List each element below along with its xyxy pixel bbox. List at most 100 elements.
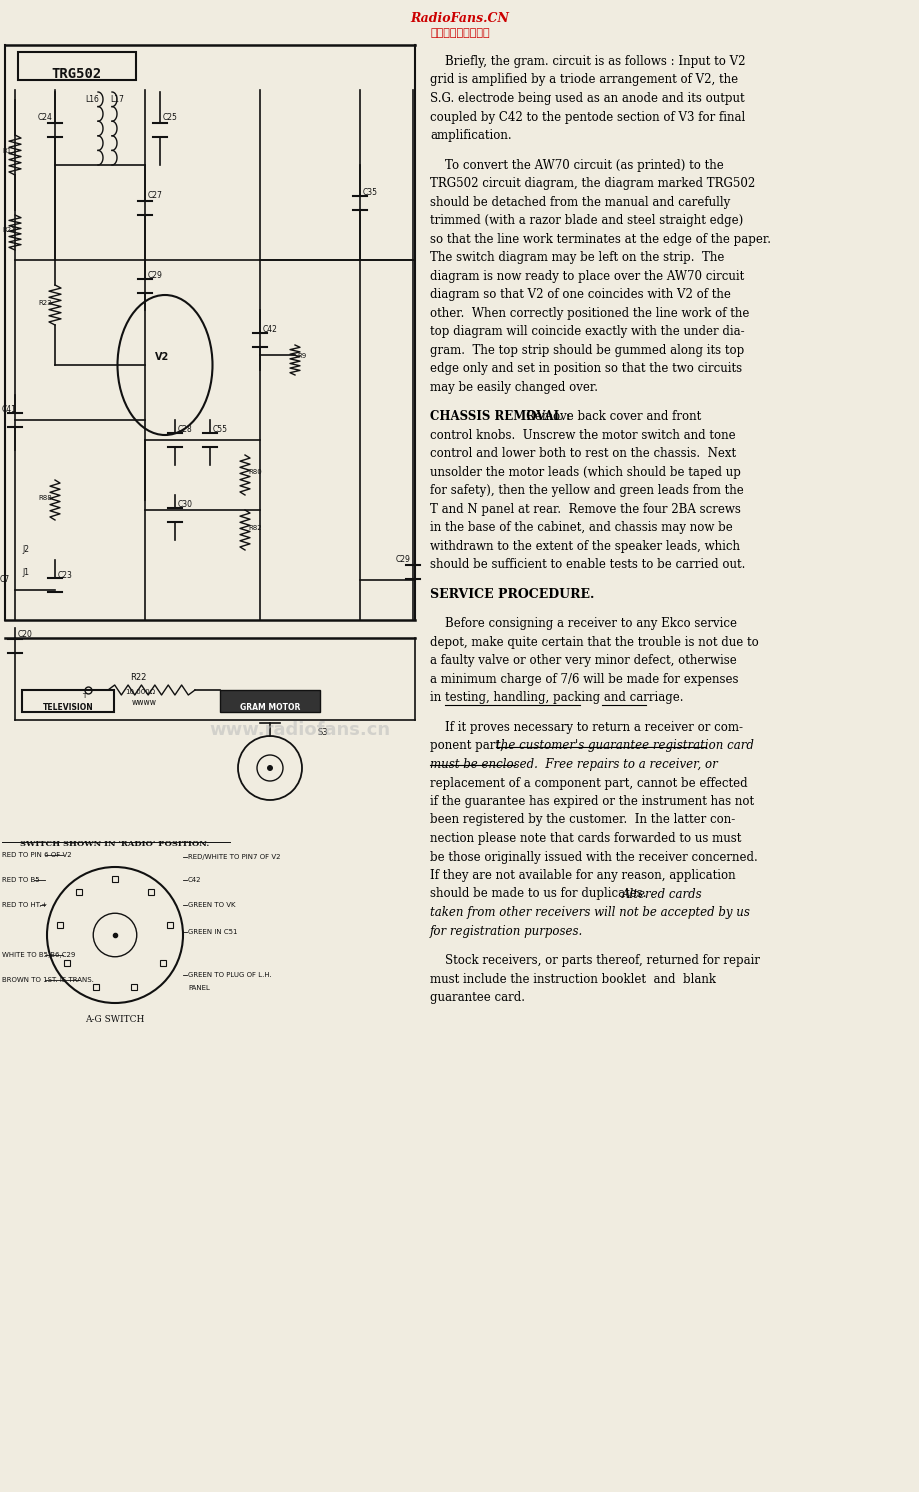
Text: must be enclosed.  Free repairs to a receiver, or: must be enclosed. Free repairs to a rece… [429, 758, 717, 771]
Text: R80: R80 [248, 468, 262, 474]
Text: TELEVISION: TELEVISION [42, 703, 93, 712]
Text: been registered by the customer.  In the latter con-: been registered by the customer. In the … [429, 813, 734, 827]
Text: 收音机爱好者资料库: 收音机爱好者资料库 [430, 28, 489, 37]
Text: The switch diagram may be left on the strip.  The: The switch diagram may be left on the st… [429, 251, 723, 264]
Text: V2: V2 [154, 352, 169, 363]
Text: A-G SWITCH: A-G SWITCH [85, 1015, 144, 1024]
Text: should be sufficient to enable tests to be carried out.: should be sufficient to enable tests to … [429, 558, 744, 571]
Text: Before consigning a receiver to any Ekco service: Before consigning a receiver to any Ekco… [445, 618, 736, 631]
Text: RED TO HT.+: RED TO HT.+ [2, 903, 47, 909]
Text: Briefly, the gram. circuit is as follows : Input to V2: Briefly, the gram. circuit is as follows… [445, 55, 744, 69]
Text: RED TO B5: RED TO B5 [2, 877, 40, 883]
Bar [220, 689, 320, 712]
Text: may be easily changed over.: may be easily changed over. [429, 380, 597, 394]
Text: grid is amplified by a triode arrangement of V2, the: grid is amplified by a triode arrangemen… [429, 73, 737, 87]
Text: top diagram will coincide exactly with the under dia-: top diagram will coincide exactly with t… [429, 325, 743, 339]
Text: C29: C29 [395, 555, 411, 564]
Text: R23: R23 [38, 300, 51, 306]
Text: a faulty valve or other very minor defect, otherwise: a faulty valve or other very minor defec… [429, 655, 736, 667]
Text: C55: C55 [213, 425, 228, 434]
Text: R82: R82 [248, 525, 261, 531]
Text: TRG502 circuit diagram, the diagram marked TRG502: TRG502 circuit diagram, the diagram mark… [429, 178, 754, 189]
Text: GREEN TO VK: GREEN TO VK [187, 903, 235, 909]
Text: control knobs.  Unscrew the motor switch and tone: control knobs. Unscrew the motor switch … [429, 428, 735, 442]
Text: coupled by C42 to the pentode section of V3 for final: coupled by C42 to the pentode section of… [429, 110, 744, 124]
Bar [22, 689, 114, 712]
Text: edge only and set in position so that the two circuits: edge only and set in position so that th… [429, 363, 742, 374]
Text: Altered cards: Altered cards [621, 888, 702, 901]
Text: PANEL: PANEL [187, 985, 210, 991]
Text: RED/WHITE TO PIN7 OF V2: RED/WHITE TO PIN7 OF V2 [187, 853, 280, 859]
Text: depot, make quite certain that the trouble is not due to: depot, make quite certain that the troub… [429, 636, 758, 649]
Text: R88: R88 [38, 495, 51, 501]
Text: GRAM MOTOR: GRAM MOTOR [240, 703, 300, 712]
Text: diagram is now ready to place over the AW70 circuit: diagram is now ready to place over the A… [429, 270, 743, 282]
Text: If it proves necessary to return a receiver or com-: If it proves necessary to return a recei… [445, 721, 743, 734]
Text: R9: R9 [297, 354, 306, 360]
Text: C25: C25 [163, 113, 177, 122]
Text: C20: C20 [18, 630, 33, 639]
Text: RED TO PIN 6 OF V2: RED TO PIN 6 OF V2 [2, 852, 72, 858]
Text: wwww: wwww [131, 698, 157, 707]
Text: C27: C27 [148, 191, 163, 200]
Text: should be made to us for duplicates.: should be made to us for duplicates. [429, 888, 653, 901]
Text: C28: C28 [177, 425, 193, 434]
Text: for registration purposes.: for registration purposes. [429, 925, 583, 937]
Text: replacement of a component part, cannot be effected: replacement of a component part, cannot … [429, 776, 747, 789]
Text: C23: C23 [58, 571, 73, 580]
Circle shape [267, 765, 273, 771]
Text: C29: C29 [148, 272, 163, 280]
Text: for safety), then the yellow and green leads from the: for safety), then the yellow and green l… [429, 485, 743, 497]
Text: R1: R1 [2, 148, 11, 154]
Text: GREEN TO PLUG OF L.H.: GREEN TO PLUG OF L.H. [187, 971, 271, 977]
Text: the customer's guarantee registration card: the customer's guarantee registration ca… [495, 740, 753, 752]
Text: To convert the AW70 circuit (as printed) to the: To convert the AW70 circuit (as printed)… [445, 158, 723, 172]
Text: L16: L16 [85, 95, 98, 104]
Bar [18, 52, 136, 81]
Text: should be detached from the manual and carefully: should be detached from the manual and c… [429, 195, 730, 209]
Text: Remove back cover and front: Remove back cover and front [526, 410, 700, 424]
Text: a minimum charge of 7/6 will be made for expenses: a minimum charge of 7/6 will be made for… [429, 673, 738, 686]
Text: S.G. electrode being used as an anode and its output: S.G. electrode being used as an anode an… [429, 93, 743, 104]
Text: be those originally issued with the receiver concerned.: be those originally issued with the rece… [429, 850, 757, 864]
Text: J2: J2 [22, 545, 29, 554]
Text: withdrawn to the extent of the speaker leads, which: withdrawn to the extent of the speaker l… [429, 540, 739, 552]
Text: GREEN IN C51: GREEN IN C51 [187, 930, 237, 935]
Text: CHASSIS REMOVAL :: CHASSIS REMOVAL : [429, 410, 578, 424]
Text: must include the instruction booklet  and  blank: must include the instruction booklet and… [429, 973, 715, 986]
Text: 10,000Ω: 10,000Ω [125, 689, 155, 695]
Text: guarantee card.: guarantee card. [429, 991, 525, 1004]
Text: RadioFans.CN: RadioFans.CN [410, 12, 509, 25]
Text: www.radiofans.cn: www.radiofans.cn [210, 721, 391, 739]
Text: taken from other receivers will not be accepted by us: taken from other receivers will not be a… [429, 906, 749, 919]
Text: TRG502: TRG502 [51, 67, 102, 81]
Text: C42: C42 [263, 325, 278, 334]
Text: S3: S3 [318, 728, 328, 737]
Text: C41: C41 [2, 404, 17, 413]
Text: C30: C30 [177, 500, 193, 509]
Text: in the base of the cabinet, and chassis may now be: in the base of the cabinet, and chassis … [429, 521, 732, 534]
Text: trimmed (with a razor blade and steel straight edge): trimmed (with a razor blade and steel st… [429, 213, 743, 227]
Text: other.  When correctly positioned the line work of the: other. When correctly positioned the lin… [429, 306, 749, 319]
Text: control and lower both to rest on the chassis.  Next: control and lower both to rest on the ch… [429, 448, 735, 460]
Text: L17: L17 [110, 95, 124, 104]
Text: SWITCH SHOWN IN 'RADIO' POSITION.: SWITCH SHOWN IN 'RADIO' POSITION. [20, 840, 210, 847]
Text: gram.  The top strip should be gummed along its top: gram. The top strip should be gummed alo… [429, 343, 743, 357]
Text: J1: J1 [22, 568, 29, 577]
Text: Stock receivers, or parts thereof, returned for repair: Stock receivers, or parts thereof, retur… [445, 953, 759, 967]
Text: T: T [82, 692, 86, 698]
Text: ponent part,: ponent part, [429, 740, 507, 752]
Text: amplification.: amplification. [429, 128, 511, 142]
Text: BROWN TO 1ST. IE TRANS.: BROWN TO 1ST. IE TRANS. [2, 977, 94, 983]
Text: if the guarantee has expired or the instrument has not: if the guarantee has expired or the inst… [429, 795, 754, 809]
Text: unsolder the motor leads (which should be taped up: unsolder the motor leads (which should b… [429, 466, 740, 479]
Text: so that the line work terminates at the edge of the paper.: so that the line work terminates at the … [429, 233, 770, 246]
Text: R21: R21 [2, 227, 16, 233]
Text: diagram so that V2 of one coincides with V2 of the: diagram so that V2 of one coincides with… [429, 288, 730, 301]
Text: nection please note that cards forwarded to us must: nection please note that cards forwarded… [429, 833, 741, 844]
Text: C42: C42 [187, 877, 201, 883]
Text: R22: R22 [130, 673, 146, 682]
Text: in testing, handling, packing and carriage.: in testing, handling, packing and carria… [429, 691, 683, 704]
Text: WHITE TO B5,B6,C29: WHITE TO B5,B6,C29 [2, 952, 75, 958]
Text: T and N panel at rear.  Remove the four 2BA screws: T and N panel at rear. Remove the four 2… [429, 503, 740, 516]
